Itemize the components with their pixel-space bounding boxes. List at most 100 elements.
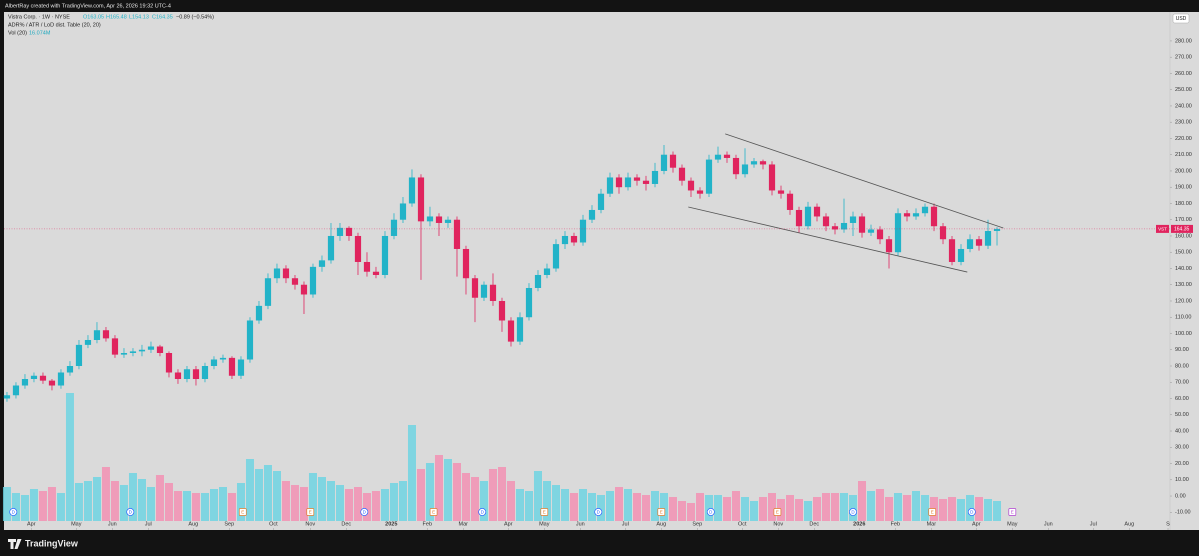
candle-body — [102, 330, 110, 339]
candle-body — [228, 357, 236, 376]
event-earnings — [657, 508, 666, 516]
event-dividend — [9, 508, 18, 516]
candle-body — [570, 235, 578, 243]
volume-bar — [470, 477, 479, 521]
x-tick-label: Jul — [145, 521, 152, 527]
candle-body — [831, 226, 839, 230]
candle-body — [201, 366, 209, 380]
x-tick-label: Dec — [341, 521, 351, 527]
event-label: E — [660, 509, 663, 514]
symbol-tag-bg — [1156, 224, 1169, 233]
candle-body — [21, 379, 29, 386]
y-tick-label: 170.00 — [1175, 217, 1192, 223]
candle-body — [921, 206, 929, 214]
y-tick-label: 260.00 — [1175, 71, 1192, 77]
volume-bar — [263, 465, 272, 521]
candle-body — [282, 268, 290, 279]
candle-body — [210, 359, 218, 367]
volume-bar — [227, 493, 236, 521]
candle-body — [723, 154, 731, 158]
candle-body — [48, 380, 56, 386]
volume-bar — [236, 483, 245, 521]
volume-bar — [344, 489, 353, 521]
candle-body — [30, 375, 38, 380]
trend-line — [688, 206, 968, 273]
volume-bar — [578, 489, 587, 521]
event-earnings — [238, 508, 247, 516]
volume-bar — [29, 489, 38, 521]
volume-bar — [200, 493, 209, 521]
candle-body — [291, 278, 299, 285]
volume-bar — [47, 487, 56, 521]
candle-body — [624, 177, 632, 188]
candle-body — [687, 180, 695, 191]
y-tick-label: 40.00 — [1175, 428, 1189, 434]
footer — [0, 532, 1199, 556]
volume-bar — [497, 467, 506, 521]
candle-body — [939, 226, 947, 240]
candle-body — [435, 216, 443, 223]
footer-logo — [8, 539, 22, 549]
candle-body — [507, 320, 515, 342]
candle-body — [120, 352, 128, 355]
y-tick-label: 70.00 — [1175, 380, 1189, 386]
volume-bar — [209, 489, 218, 521]
y-tick-label: 60.00 — [1175, 396, 1189, 402]
top-bar-text: AlbertRay created with TradingView.com, … — [5, 3, 171, 9]
volume-bar — [407, 425, 416, 521]
candle-body — [885, 239, 893, 253]
candle-body — [498, 300, 506, 321]
x-tick-label: Jun — [1044, 521, 1053, 527]
volume-bar — [74, 483, 83, 521]
y-tick-label: 250.00 — [1175, 87, 1192, 93]
y-tick-label: 240.00 — [1175, 103, 1192, 109]
y-tick-label: 230.00 — [1175, 120, 1192, 126]
candle-body — [678, 167, 686, 181]
y-tick-label: 280.00 — [1175, 38, 1192, 44]
volume-bar — [146, 487, 155, 521]
event-label: E — [309, 509, 312, 514]
event-label: E — [931, 509, 934, 514]
volume-bar — [173, 491, 182, 521]
candle-body — [147, 346, 155, 350]
x-tick-label: Sep — [224, 521, 234, 527]
candle-body — [390, 219, 398, 236]
candle-body — [957, 248, 965, 262]
event-earnings — [928, 508, 937, 516]
volume-bar — [92, 477, 101, 521]
volume-bar — [398, 481, 407, 521]
volume-bar — [804, 501, 813, 521]
volume-bar — [560, 489, 569, 521]
candle-body — [480, 284, 488, 298]
candle-body — [255, 305, 263, 321]
volume-bar — [831, 493, 840, 521]
volume-bar — [750, 501, 759, 521]
event-label: E — [776, 509, 779, 514]
candle-body — [264, 278, 272, 306]
volume-bar — [632, 493, 641, 521]
candle-body — [543, 268, 551, 275]
x-tick-label: Mar — [459, 521, 469, 527]
candle-body — [606, 177, 614, 194]
candle-body — [300, 284, 308, 295]
volume-bar — [290, 485, 299, 521]
event-earnings — [1008, 508, 1017, 516]
legend-indicator: ADR% / ATR / LoD dist. Table (20, 20) — [8, 22, 101, 28]
candle-body — [777, 190, 785, 194]
volume-bar — [416, 469, 425, 521]
candle-body — [372, 271, 380, 275]
candle-body — [327, 235, 335, 261]
volume-bar — [2, 487, 11, 521]
candle-body — [993, 228, 1001, 232]
volume-bar — [515, 489, 524, 521]
candle-body — [192, 369, 200, 380]
legend-high: H165.48 — [106, 14, 127, 20]
x-tick-label: Dec — [809, 521, 819, 527]
volume-bar — [650, 491, 659, 521]
x-tick-label: 2026 — [853, 521, 865, 527]
candle-body — [363, 261, 371, 272]
volume-bar — [876, 489, 885, 521]
x-tick-label: S — [1166, 521, 1170, 527]
candle-body — [444, 219, 452, 223]
candle-body — [750, 161, 758, 165]
